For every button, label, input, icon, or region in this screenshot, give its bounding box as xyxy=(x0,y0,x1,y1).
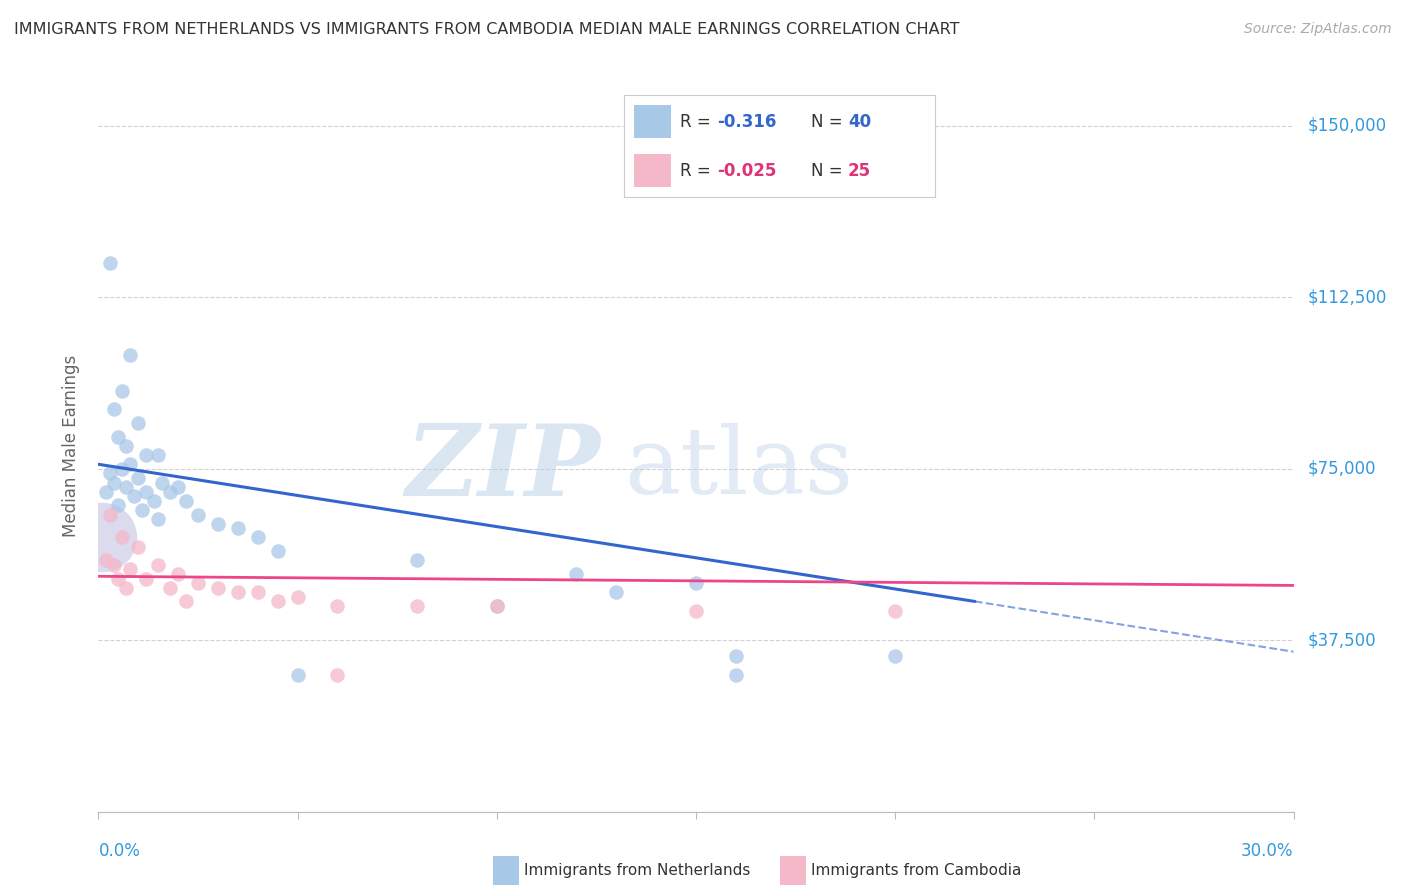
Point xyxy=(148,448,170,462)
Text: $150,000: $150,000 xyxy=(1308,117,1386,135)
Point xyxy=(159,581,181,595)
Text: IMMIGRANTS FROM NETHERLANDS VS IMMIGRANTS FROM CAMBODIA MEDIAN MALE EARNINGS COR: IMMIGRANTS FROM NETHERLANDS VS IMMIGRANT… xyxy=(14,22,959,37)
Point xyxy=(287,590,309,604)
Point xyxy=(131,503,153,517)
Point xyxy=(127,471,149,485)
Point xyxy=(135,484,157,499)
Point xyxy=(135,572,157,586)
Point xyxy=(174,594,197,608)
Text: 0.0%: 0.0% xyxy=(98,842,141,860)
Y-axis label: Median Male Earnings: Median Male Earnings xyxy=(62,355,80,537)
Point xyxy=(96,484,118,499)
Point xyxy=(107,499,129,513)
Point xyxy=(187,508,209,522)
Point xyxy=(124,489,146,503)
Point xyxy=(159,484,181,499)
Point xyxy=(103,402,125,417)
Point xyxy=(685,603,707,617)
Text: ZIP: ZIP xyxy=(405,420,600,516)
Point xyxy=(724,667,747,681)
Text: $112,500: $112,500 xyxy=(1308,288,1388,307)
Point xyxy=(107,572,129,586)
Text: Source: ZipAtlas.com: Source: ZipAtlas.com xyxy=(1244,22,1392,37)
Point xyxy=(107,430,129,444)
Point xyxy=(115,480,138,494)
Point xyxy=(226,521,249,535)
Point xyxy=(120,348,142,362)
Point xyxy=(267,594,290,608)
Point xyxy=(326,599,349,613)
Text: Immigrants from Cambodia: Immigrants from Cambodia xyxy=(811,863,1021,878)
Point xyxy=(287,667,309,681)
Point xyxy=(884,603,907,617)
Point xyxy=(246,530,269,544)
Point xyxy=(605,585,627,599)
Point xyxy=(326,667,349,681)
Point xyxy=(187,576,209,591)
Text: $37,500: $37,500 xyxy=(1308,632,1376,649)
Point xyxy=(115,439,138,453)
Point xyxy=(135,448,157,462)
Point xyxy=(174,493,197,508)
Point xyxy=(884,649,907,664)
Point xyxy=(103,475,125,490)
Point xyxy=(685,576,707,591)
Point xyxy=(120,562,142,576)
Text: atlas: atlas xyxy=(624,423,853,513)
Point xyxy=(267,544,290,558)
Point xyxy=(98,508,122,522)
Point xyxy=(150,475,173,490)
Point xyxy=(143,493,166,508)
Point xyxy=(246,585,269,599)
Point xyxy=(111,384,134,398)
Point xyxy=(148,558,170,572)
Point xyxy=(103,558,125,572)
Point xyxy=(167,480,190,494)
Point xyxy=(98,256,122,270)
Text: 30.0%: 30.0% xyxy=(1241,842,1294,860)
Point xyxy=(724,649,747,664)
Text: $75,000: $75,000 xyxy=(1308,460,1376,478)
Point xyxy=(127,540,149,554)
Bar xyxy=(494,855,519,885)
Bar xyxy=(779,855,806,885)
Point xyxy=(120,457,142,471)
Point xyxy=(91,530,114,544)
Point xyxy=(111,530,134,544)
Point xyxy=(485,599,508,613)
Text: Immigrants from Netherlands: Immigrants from Netherlands xyxy=(524,863,751,878)
Point xyxy=(207,581,229,595)
Point xyxy=(98,467,122,481)
Point xyxy=(148,512,170,526)
Point xyxy=(111,462,134,476)
Point xyxy=(127,416,149,430)
Point xyxy=(406,599,429,613)
Point xyxy=(207,516,229,531)
Point xyxy=(167,567,190,582)
Point xyxy=(226,585,249,599)
Point xyxy=(485,599,508,613)
Point xyxy=(406,553,429,567)
Point xyxy=(115,581,138,595)
Point xyxy=(96,553,118,567)
Point xyxy=(565,567,588,582)
